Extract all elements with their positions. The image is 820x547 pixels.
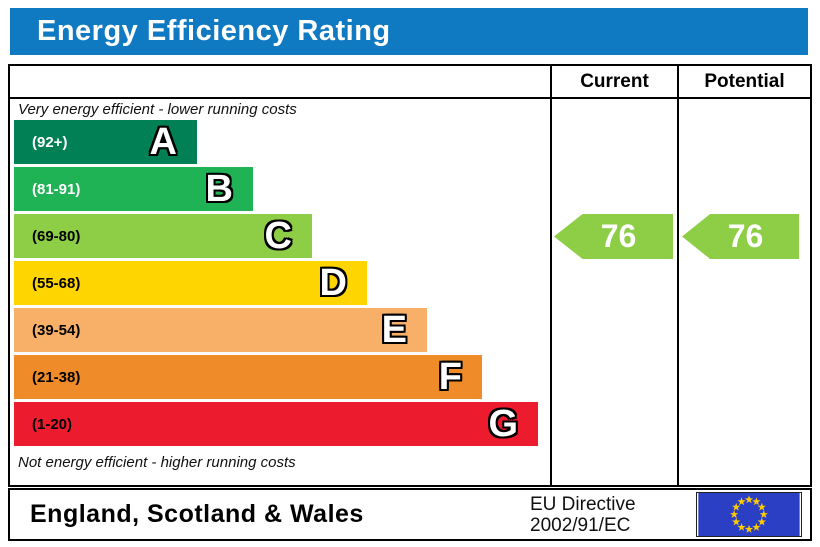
band-range-label: (81-91) [32,180,81,198]
current-rating-arrow: 76 [554,214,673,259]
potential-rating-value: 76 [727,218,764,254]
epc-band-c: (69-80) C [14,214,312,258]
bands-column-header [10,66,550,99]
eu-directive-label: EU Directive 2002/91/EC [530,494,636,536]
footer-bar: England, Scotland & Wales EU Directive 2… [8,488,812,541]
potential-rating-arrow: 76 [682,214,799,259]
bottom-caption: Not energy efficient - higher running co… [18,454,296,471]
bands-column: Very energy efficient - lower running co… [10,66,550,485]
band-range-label: (55-68) [32,274,81,292]
epc-band-b: (81-91) B [14,167,253,211]
potential-column: Potential 76 [677,66,810,485]
current-column-header: Current [552,66,677,99]
band-letter: F [438,356,462,398]
band-range-label: (39-54) [32,321,81,339]
region-label: England, Scotland & Wales [30,500,364,528]
band-letter: E [381,309,407,351]
current-rating-value: 76 [600,218,637,254]
eu-directive-line1: EU Directive [530,494,636,515]
epc-bands: Very energy efficient - lower running co… [10,99,550,485]
epc-band-d: (55-68) D [14,261,367,305]
epc-band-f: (21-38) F [14,355,482,399]
page-title: Energy Efficiency Rating [10,8,808,55]
band-letter: D [319,262,347,304]
band-range-label: (21-38) [32,368,81,386]
band-range-label: (92+) [32,133,68,151]
band-letter: C [264,215,292,257]
band-letter: B [205,168,233,210]
band-letter: A [149,121,177,163]
epc-table: Very energy efficient - lower running co… [8,64,812,487]
top-caption: Very energy efficient - lower running co… [18,101,297,118]
epc-band-g: (1-20) G [14,402,538,446]
band-range-label: (69-80) [32,227,81,245]
potential-column-header: Potential [679,66,810,99]
epc-band-e: (39-54) E [14,308,427,352]
epc-band-a: (92+) A [14,120,197,164]
eu-directive-line2: 2002/91/EC [530,515,631,536]
eu-flag-icon [696,492,802,537]
band-range-label: (1-20) [32,415,73,433]
current-column: Current 76 [550,66,677,485]
band-letter: G [488,403,518,445]
